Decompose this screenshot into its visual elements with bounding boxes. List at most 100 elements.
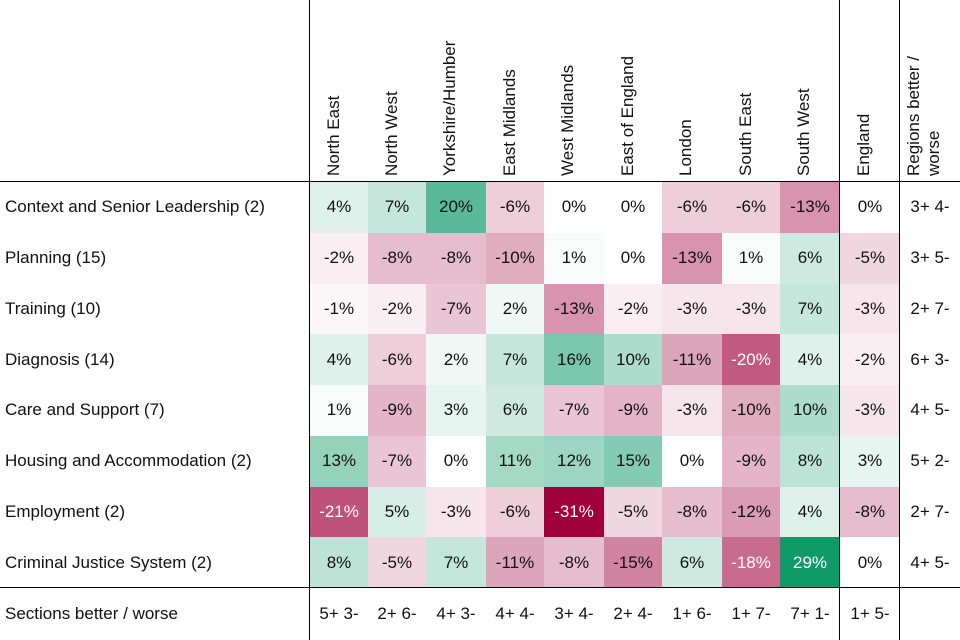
heat-cell: -2% [310,232,368,284]
heat-cell: 2% [426,334,486,385]
heat-cell: 0% [544,182,604,233]
heat-cell: 1% [722,232,780,284]
column-header: North East [324,95,343,176]
row-label: Context and Senior Leadership (2) [5,197,265,217]
heat-cell: -2% [840,334,900,385]
heat-cell: 2% [486,283,544,335]
footer-cell: 1+ 6- [672,604,712,623]
column-header: Yorkshire/Humber [440,40,459,176]
heat-cell: -8% [840,486,900,538]
heat-cell: -10% [486,232,544,284]
footer-cell: 1+ 7- [731,604,771,623]
heat-cell: 3% [840,435,900,487]
heat-cell: -12% [722,486,780,538]
rule [899,0,900,640]
heat-cell: -6% [722,182,780,233]
heat-cell: -5% [368,537,426,588]
heat-cell: -11% [662,334,722,385]
column-header: South West [794,88,813,176]
heat-cell: -3% [662,385,722,436]
heat-cell: 5% [368,486,426,538]
heat-cell: 10% [604,334,662,385]
heat-cell: 0% [426,435,486,487]
heat-cell: 7% [780,283,840,335]
heat-cell: 7% [486,334,544,385]
heat-cell: -1% [310,283,368,335]
heat-cell: 4% [310,182,368,233]
footer-cell: 5+ 3- [319,604,359,623]
heat-cell: -3% [840,385,900,436]
heat-cell: -20% [722,334,780,385]
heat-cell: 11% [486,435,544,487]
heat-cell: 8% [780,435,840,487]
row-summary: 3+ 4- [910,197,950,217]
heat-cell: 10% [780,385,840,436]
heat-cell: 0% [662,435,722,487]
heat-cell: 6% [662,537,722,588]
column-header: West Midlands [558,64,577,176]
heat-cell: -7% [426,283,486,335]
heat-cell: -2% [368,283,426,335]
column-header: North West [382,91,401,176]
column-header: Regions better / worse [904,55,943,176]
heat-cell: -6% [486,182,544,233]
row-summary: 4+ 5- [910,400,950,420]
column-header: South East [736,92,755,176]
heat-cell: -6% [662,182,722,233]
heat-cell: -31% [544,486,604,538]
row-summary: 2+ 7- [910,501,950,521]
heat-cell: 4% [780,486,840,538]
heat-cell: -21% [310,486,368,538]
heat-cell: -5% [604,486,662,538]
heat-cell: -13% [544,283,604,335]
heat-cell: 3% [426,385,486,436]
heat-cell: 13% [310,435,368,487]
heat-cell: -6% [368,334,426,385]
heat-cell: -13% [662,232,722,284]
heat-cell: 7% [426,537,486,588]
heat-cell: -3% [840,283,900,335]
row-label: Housing and Accommodation (2) [5,451,252,471]
heat-cell: -11% [486,537,544,588]
heat-cell: -15% [604,537,662,588]
heat-cell: 7% [368,182,426,233]
row-summary: 2+ 7- [910,298,950,318]
footer-cell: 3+ 4- [554,604,594,623]
column-header: England [854,113,873,176]
row-label: Care and Support (7) [5,400,165,420]
heat-cell: -13% [780,182,840,233]
heat-cell: -6% [486,486,544,538]
heat-cell: 29% [780,537,840,588]
heat-cell: 1% [544,232,604,284]
heat-cell: -3% [722,283,780,335]
footer-cell: 1+ 5- [850,604,890,623]
column-header: London [676,119,695,176]
heat-cell: -9% [368,385,426,436]
heat-cell: 15% [604,435,662,487]
footer-cell: 4+ 3- [436,604,476,623]
row-label: Planning (15) [5,248,107,268]
heat-cell: -9% [722,435,780,487]
heat-cell: 0% [840,537,900,588]
row-summary: 4+ 5- [910,552,950,572]
heat-cell: -8% [426,232,486,284]
heat-cell: 4% [780,334,840,385]
row-label: Training (10) [5,298,101,318]
heat-cell: -18% [722,537,780,588]
heat-cell: 6% [486,385,544,436]
heat-cell: 4% [310,334,368,385]
rule [0,587,960,588]
row-label: Employment (2) [5,501,125,521]
heat-cell: -3% [426,486,486,538]
row-summary: 3+ 5- [910,248,950,268]
heat-cell: 0% [840,182,900,233]
heat-cell: -8% [544,537,604,588]
row-summary: 6+ 3- [910,349,950,369]
footer-cell: 4+ 4- [495,604,535,623]
heat-cell: 1% [310,385,368,436]
row-label: Diagnosis (14) [5,349,115,369]
heat-cell: -7% [544,385,604,436]
footer-label: Sections better / worse [5,604,178,623]
column-header: East of England [618,55,637,176]
heat-cell: -2% [604,283,662,335]
